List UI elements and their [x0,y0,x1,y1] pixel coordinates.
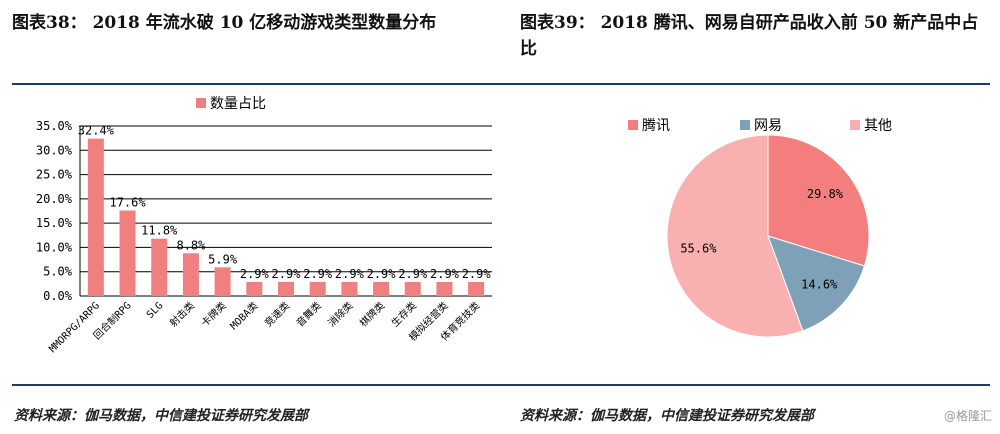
x-tick-label: 竞速类 [262,299,292,329]
bar [151,238,168,296]
bar-value-label: 2.9% [335,267,365,281]
x-tick-label: SLG [145,300,166,321]
watermark: @格隆汇 [943,409,992,423]
right-source-note: 资料来源：伽马数据，中信建投证券研究发展部 [520,408,814,424]
legend-label: 腾讯 [642,117,670,134]
legend-swatch [628,120,638,130]
legend-label: 其他 [864,118,892,134]
legend-swatch [196,98,206,108]
pie-slice [666,134,804,338]
y-tick-label: 0.0% [43,289,73,303]
y-tick-label: 20.0% [36,192,73,206]
bar-value-label: 5.9% [208,252,238,266]
bar-value-label: 2.9% [303,267,333,281]
y-tick-label: 30.0% [36,143,73,157]
bar [309,281,326,296]
bar [468,281,485,296]
bar-value-label: 2.9% [272,267,302,281]
pie-slice-label: 55.6% [680,241,717,255]
bar-value-label: 2.9% [462,267,492,281]
y-tick-label: 35.0% [36,119,73,133]
legend-swatch [850,120,860,130]
bar [246,281,263,296]
bar [341,281,358,296]
pie-slice-label: 29.8% [807,187,844,201]
x-tick-label: 卡牌类 [198,299,228,329]
top-divider [12,83,990,85]
bar [119,210,136,296]
legend-label: 网易 [754,118,782,134]
bar [404,281,421,296]
x-tick-label: MOBA类 [227,299,260,332]
bar [182,253,199,296]
x-tick-label: 射击类 [167,299,197,329]
x-tick-label: 音舞类 [293,299,323,329]
x-tick-label: 消除类 [325,299,355,329]
x-tick-label: 生存类 [388,299,418,329]
legend-swatch [740,120,750,130]
pie-chart: 腾讯 网易 其他 29.8% 14.6% 55.6% [628,117,892,338]
bottom-divider [12,384,990,386]
left-source-note: 资料来源：伽马数据，中信建投证券研究发展部 [14,408,308,424]
bar-chart: 0.0% 5.0% 10.0% 15.0% 20.0% 25.0% 30.0% 35.0% 数量… [36,96,492,355]
pie-slice-label: 14.6% [801,278,838,292]
bar [373,281,390,296]
y-tick-label: 15.0% [36,216,73,230]
bar-value-label: 11.8% [141,224,178,238]
pie-slice [767,235,866,332]
bar-value-label: 32.4% [78,124,115,138]
pie-slice [767,134,870,267]
bar [278,281,294,296]
y-tick-label: 5.0% [43,265,73,279]
bar [214,267,231,296]
y-tick-label: 25.0% [36,168,73,182]
bar [87,138,104,296]
bar-value-label: 2.9% [430,267,460,281]
bar-value-label: 17.6% [109,196,146,210]
y-tick-label: 10.0% [36,240,73,254]
left-chart-title: 图表38： 2018 年流水破 10 亿移动游戏类型数量分布 [12,13,437,33]
bar-value-label: 8.8% [176,238,206,252]
x-tick-label: MMORPG/ARPG [47,300,102,355]
bar-value-label: 2.9% [240,267,270,281]
right-chart-title: 图表39： 2018 腾讯、网易自研产品收入前 50 新产品中占比 [520,13,979,59]
x-tick-label: 棋牌类 [357,299,387,329]
legend-label: 数量占比 [210,96,266,112]
bar-value-label: 2.9% [398,267,428,281]
bar [436,281,453,296]
bar-value-label: 2.9% [367,267,397,281]
